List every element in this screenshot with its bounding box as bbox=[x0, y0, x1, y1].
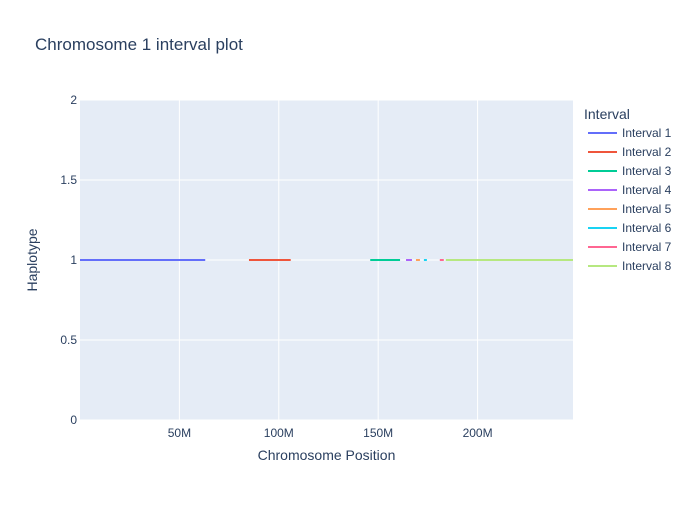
y-tick-label: 2 bbox=[70, 93, 77, 107]
y-axis-label: Haplotype bbox=[24, 228, 40, 291]
legend-label: Interval 6 bbox=[622, 221, 672, 235]
legend-item[interactable]: Interval 8 bbox=[588, 259, 672, 273]
x-tick-label: 50M bbox=[168, 426, 191, 440]
legend-label: Interval 4 bbox=[622, 183, 672, 197]
legend-item[interactable]: Interval 4 bbox=[588, 183, 672, 197]
legend-label: Interval 1 bbox=[622, 126, 672, 140]
legend-item[interactable]: Interval 5 bbox=[588, 202, 672, 216]
legend-items: Interval 1 Interval 2 Interval 3 Interval 4… bbox=[588, 126, 672, 273]
legend-item[interactable]: Interval 2 bbox=[588, 145, 672, 159]
y-axis-ticks: 0 0.5 1 1.5 2 bbox=[60, 93, 77, 427]
legend-title: Interval bbox=[584, 106, 630, 122]
legend-label: Interval 3 bbox=[622, 164, 672, 178]
legend-label: Interval 8 bbox=[622, 259, 672, 273]
x-axis-ticks: 50M 100M 150M 200M bbox=[168, 426, 493, 440]
x-axis-label: Chromosome Position bbox=[258, 447, 396, 463]
y-tick-label: 1.5 bbox=[60, 173, 77, 187]
chart-title: Chromosome 1 interval plot bbox=[35, 35, 243, 54]
legend-item[interactable]: Interval 3 bbox=[588, 164, 672, 178]
y-tick-label: 0 bbox=[70, 413, 77, 427]
legend-label: Interval 5 bbox=[622, 202, 672, 216]
x-tick-label: 100M bbox=[264, 426, 294, 440]
x-tick-label: 150M bbox=[363, 426, 393, 440]
legend-item[interactable]: Interval 1 bbox=[588, 126, 672, 140]
legend-label: Interval 7 bbox=[622, 240, 672, 254]
legend-label: Interval 2 bbox=[622, 145, 672, 159]
legend-item[interactable]: Interval 7 bbox=[588, 240, 672, 254]
y-tick-label: 0.5 bbox=[60, 333, 77, 347]
legend-item[interactable]: Interval 6 bbox=[588, 221, 672, 235]
y-tick-label: 1 bbox=[70, 253, 77, 267]
x-tick-label: 200M bbox=[463, 426, 493, 440]
